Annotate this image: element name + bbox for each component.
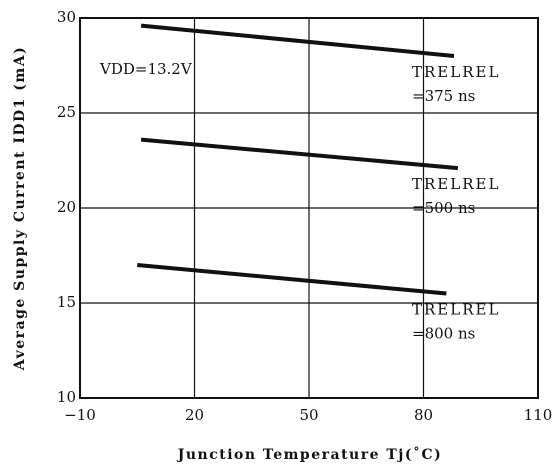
x-tick-label: −10 [64, 406, 96, 424]
x-tick-label: 20 [185, 406, 204, 424]
series-line [140, 23, 455, 58]
annotation: VDD=13.2V [99, 60, 193, 78]
y-tick-label: 30 [57, 8, 76, 26]
plot-frame [79, 17, 539, 399]
x-tick-label: 80 [414, 406, 433, 424]
series-name: TRELREL [412, 301, 500, 319]
x-tick-label: 110 [524, 406, 553, 424]
x-tick-label: 50 [299, 406, 318, 424]
series-name: TRELREL [412, 175, 500, 193]
series-label: =800 ns [412, 325, 475, 343]
x-axis-label: Junction Temperature Tj(˚C) [176, 446, 443, 463]
series-line [140, 137, 459, 171]
y-axis-label: Average Supply Current IDD1 (mA) [12, 46, 28, 371]
y-tick-label: 10 [57, 388, 76, 406]
series-line [137, 263, 447, 296]
y-tick-label: 25 [57, 103, 76, 121]
series-name: TRELREL [412, 63, 500, 81]
y-tick-label: 15 [57, 293, 76, 311]
y-tick-label: 20 [57, 198, 76, 216]
series-label: =500 ns [412, 199, 475, 217]
series-label: =375 ns [412, 87, 475, 105]
